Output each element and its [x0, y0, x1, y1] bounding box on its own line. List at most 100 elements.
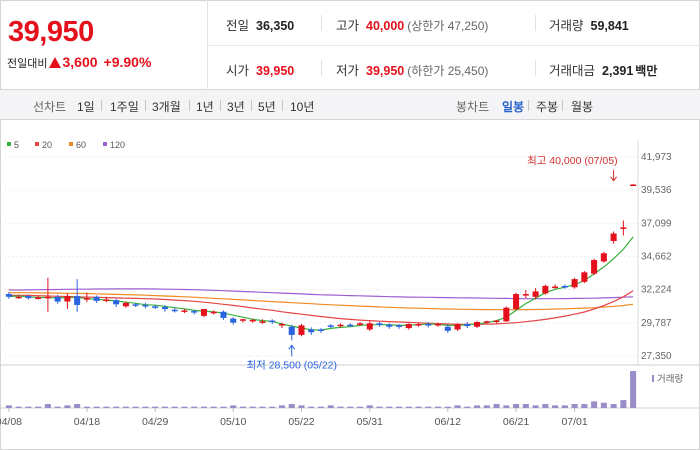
tab-3year[interactable]: 3년: [227, 100, 245, 114]
candle: [278, 324, 286, 326]
tab-1week[interactable]: 1주일: [110, 100, 139, 114]
volume-bar: [25, 406, 32, 408]
tab-daily[interactable]: 일봉: [502, 100, 525, 114]
stat-value: 40,000: [366, 19, 405, 33]
stat-value: 59,841: [590, 19, 629, 33]
price-change: 전일대비 3,600 +9.90%: [7, 54, 151, 71]
candle: [327, 325, 334, 327]
volume-bar: [259, 406, 266, 408]
volume-bar: [35, 406, 42, 408]
candle: [142, 304, 149, 307]
candle: [35, 297, 42, 299]
volume-bar: [113, 406, 120, 408]
candle: [200, 309, 207, 316]
legend-swatch: [7, 142, 11, 146]
tab-5year[interactable]: 5년: [258, 100, 276, 114]
divider: [562, 100, 563, 111]
candle: [630, 184, 637, 187]
candle: [444, 326, 451, 331]
x-tick-label: 06/21: [503, 416, 529, 428]
volume-bar: [591, 401, 598, 408]
amount-unit: 백만: [635, 64, 658, 78]
volume-bar: [210, 406, 217, 408]
candle: [386, 324, 393, 327]
stat-low: 저가 39,950 (하한가 25,450): [336, 60, 488, 79]
candle: [15, 296, 22, 299]
ma-legend: 5 20 60 120: [7, 140, 125, 150]
candle: [620, 227, 627, 229]
volume-bar: [571, 404, 578, 408]
volume-bar: [356, 406, 364, 408]
volume-bar: [5, 405, 12, 408]
volume-bar: [503, 405, 510, 408]
y-axis: 41,973 39,536 37,099 34,662 32,224 29,787 27,3…: [641, 152, 672, 362]
line-chart-label: 선차트: [33, 100, 67, 114]
x-axis: 04/08 04/18 04/29 05/10 05/22 05/31 06/12 06/21…: [0, 408, 588, 428]
volume-bar: [366, 405, 373, 408]
x-tick-label: 04/08: [0, 416, 22, 428]
high-arrow-head: [610, 176, 618, 182]
volume-bar: [171, 406, 178, 408]
stat-label: 고가: [336, 19, 360, 33]
candle: [561, 285, 568, 288]
ma-line-20: [8, 290, 634, 325]
price-chart: 5 20 60 120 최고 40,000 (07/05) 최저 28,500 (05/…: [0, 140, 700, 428]
candle: [5, 294, 12, 297]
volume-bar: [386, 406, 393, 408]
tab-3month[interactable]: 3개월: [152, 100, 181, 114]
candle: [171, 309, 178, 312]
volume-bar: [278, 405, 286, 408]
volume-bar: [454, 405, 461, 408]
candle: [542, 285, 549, 294]
candle: [366, 323, 373, 330]
volume-bar: [103, 406, 110, 408]
y-tick-label: 34,662: [641, 252, 672, 263]
tab-10year[interactable]: 10년: [290, 100, 315, 114]
candle: [415, 324, 422, 326]
candle: [600, 253, 607, 262]
volume-bar: [308, 406, 315, 408]
candle: [239, 319, 246, 321]
divider: [321, 15, 322, 31]
candles: [5, 183, 637, 341]
candle-chart-label: 봉차트: [456, 100, 490, 114]
y-tick-label: 29,787: [641, 318, 672, 329]
stat-value: 39,950: [256, 64, 295, 78]
volume-bar: [122, 406, 129, 408]
candle: [122, 302, 129, 307]
legend-label: 20: [42, 140, 52, 150]
legend-swatch: [69, 142, 73, 146]
divider: [282, 100, 283, 111]
candle: [44, 296, 51, 299]
volume-bars: 거래량: [5, 371, 683, 408]
divider: [321, 60, 322, 76]
stat-value: 2,391: [602, 64, 634, 78]
chart-grid: [0, 140, 700, 409]
price-box: 39,950 전일대비 3,600 +9.90%: [0, 0, 208, 90]
volume-bar: [483, 405, 490, 408]
tab-1day[interactable]: 1일: [77, 100, 95, 114]
candle: [317, 329, 325, 331]
volume-bar: [620, 400, 627, 408]
legend-label: 5: [14, 140, 19, 150]
volume-bar: [610, 404, 617, 408]
tab-1year[interactable]: 1년: [196, 100, 214, 114]
volume-bar: [191, 406, 198, 408]
up-triangle-icon: [49, 57, 62, 68]
volume-bar: [444, 406, 451, 408]
tab-monthly[interactable]: 월봉: [571, 100, 594, 114]
volume-bar: [337, 406, 344, 408]
candle: [356, 323, 364, 325]
candle: [83, 298, 90, 300]
volume-bar: [415, 406, 422, 408]
candle: [181, 310, 188, 312]
candle: [113, 300, 120, 305]
candle: [249, 319, 256, 322]
candle: [454, 324, 461, 330]
volume-bar: [239, 406, 246, 408]
divider: [220, 100, 221, 111]
x-tick-label: 04/18: [74, 416, 100, 428]
candle: [503, 307, 510, 322]
candle: [308, 329, 315, 333]
tab-weekly[interactable]: 주봉: [536, 100, 559, 114]
